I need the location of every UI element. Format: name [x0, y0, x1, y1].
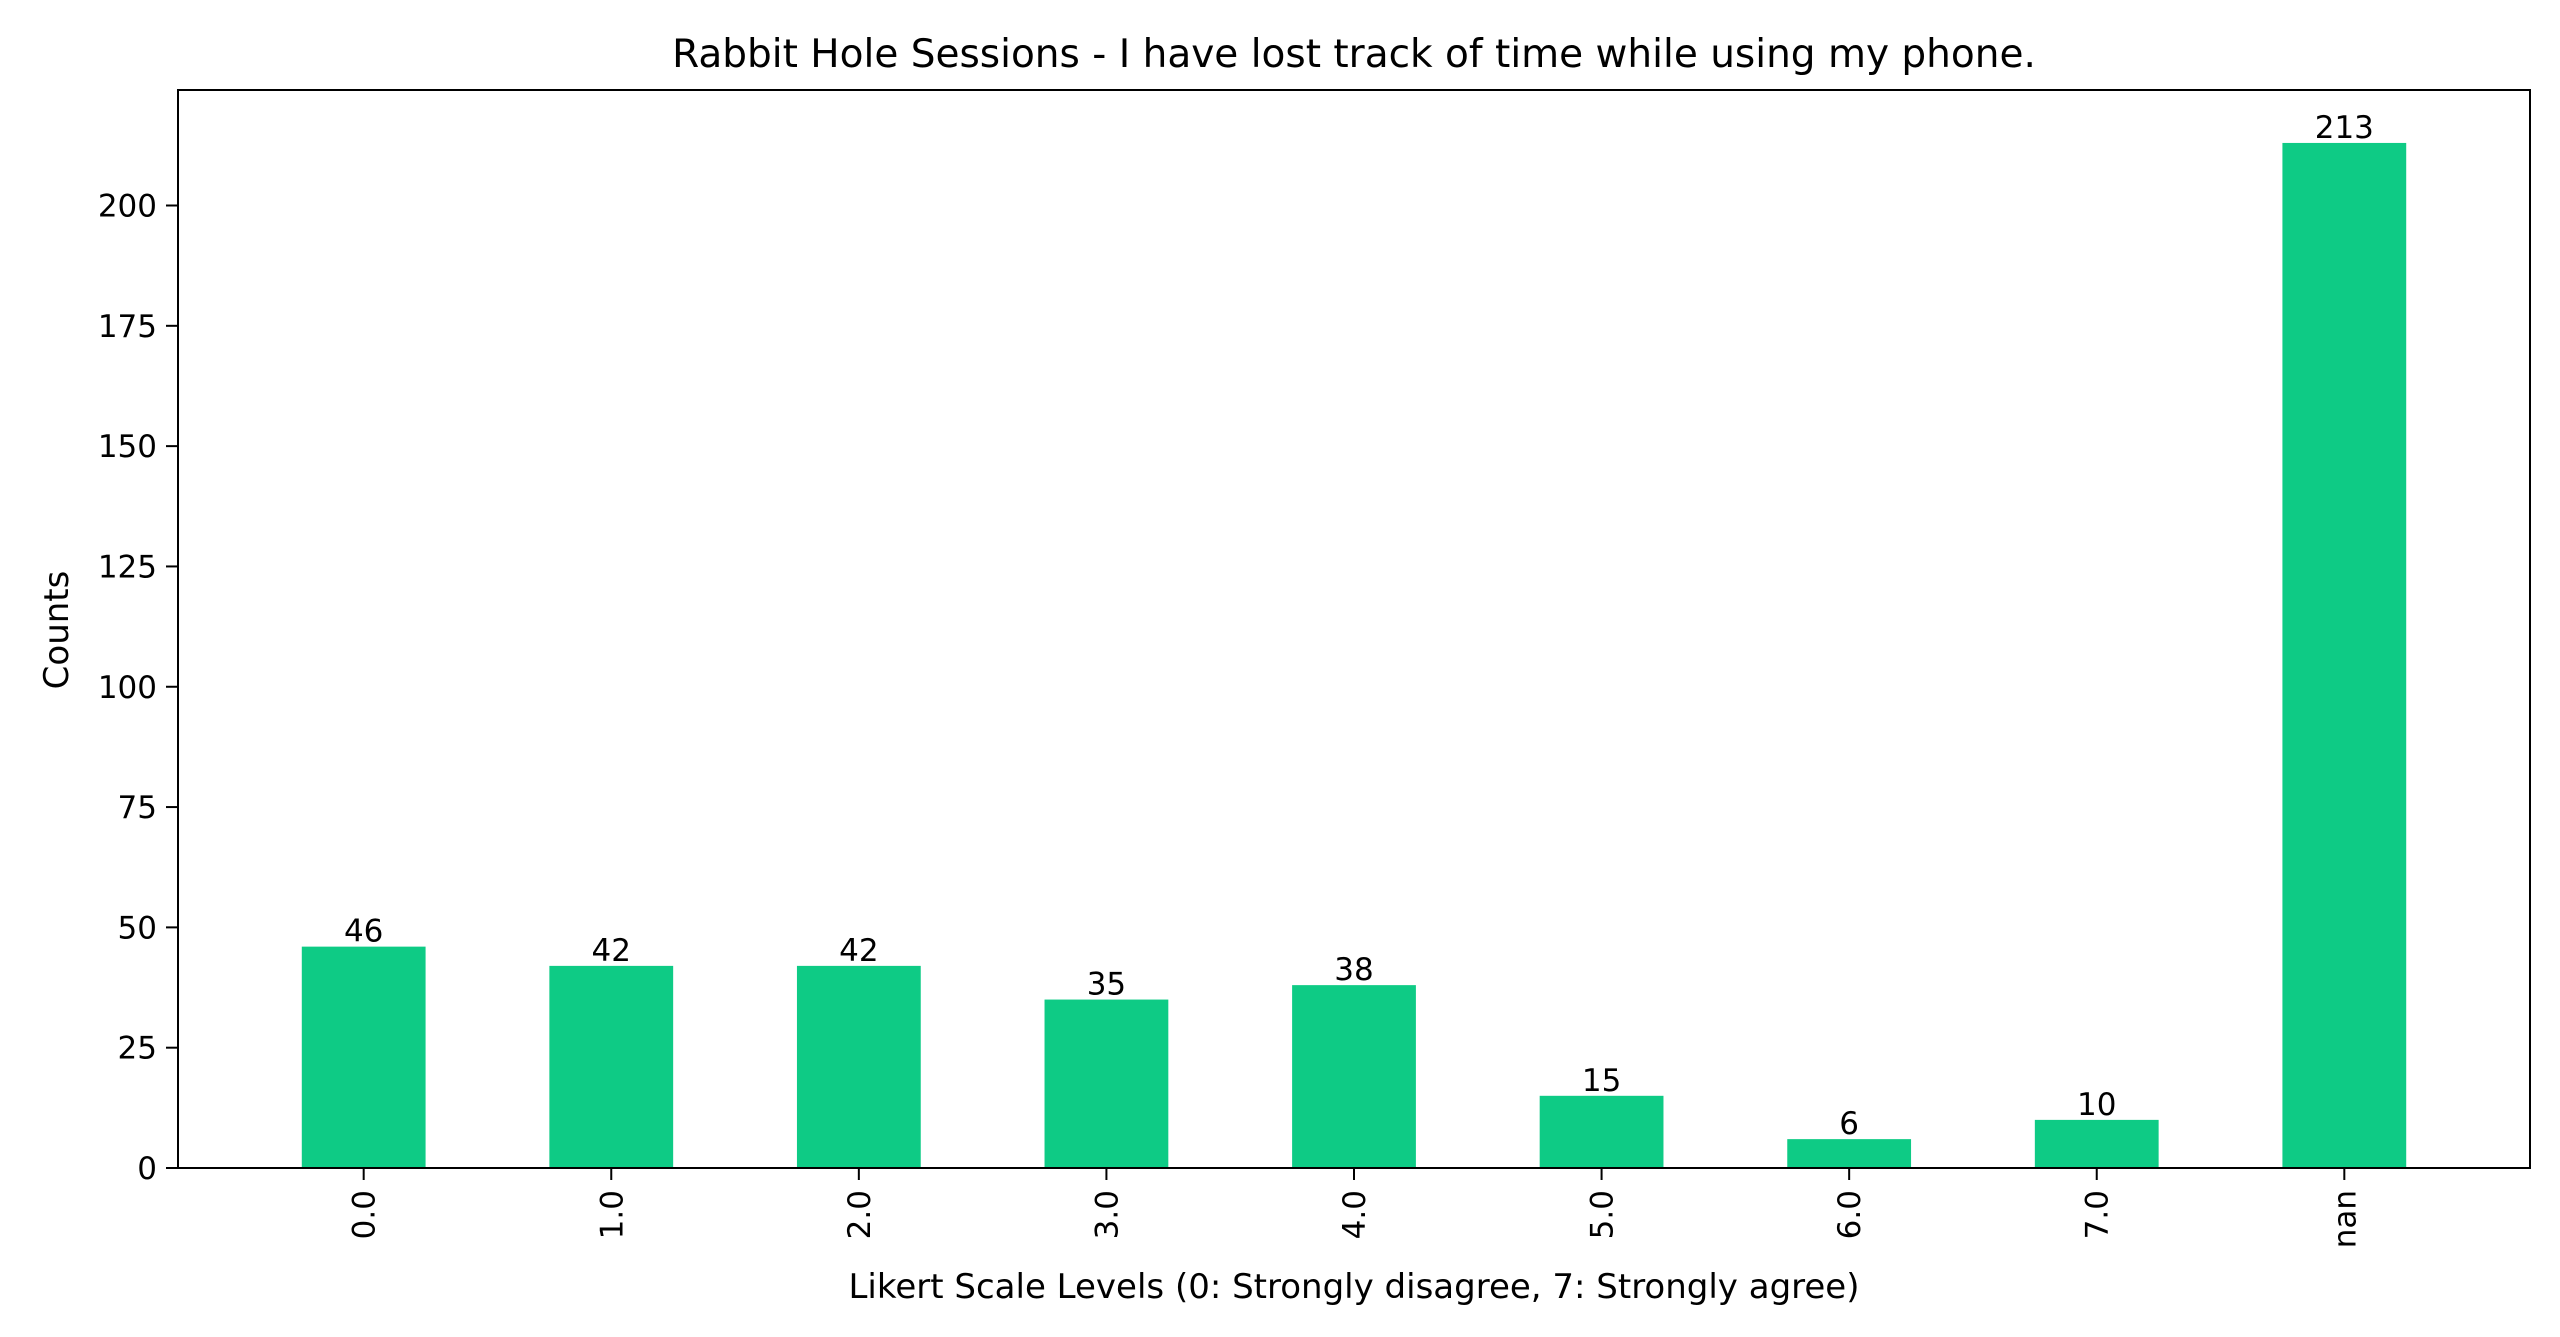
y-tick-label: 100	[98, 670, 157, 706]
chart-title: Rabbit Hole Sessions - I have lost track…	[672, 32, 2036, 77]
y-axis-label: Counts	[37, 571, 77, 690]
bar-1.0	[549, 965, 674, 1169]
y-tick-label: 125	[98, 549, 157, 585]
data-label: 15	[1582, 1063, 1621, 1099]
bar-3.0	[1044, 999, 1169, 1168]
plot-frame	[177, 89, 2531, 1169]
data-label: 6	[1839, 1106, 1859, 1142]
data-label: 213	[2315, 110, 2374, 146]
y-tick-label: 0	[137, 1151, 157, 1187]
x-tick-label: 7.0	[2080, 1190, 2116, 1239]
x-axis-label: Likert Scale Levels (0: Strongly disagre…	[848, 1267, 1859, 1307]
data-label: 10	[2077, 1087, 2116, 1123]
ticks-layer: 0.0 1.0 2.0 3.0 4.0 5.0 6.0 7.0 nan 0 25 50 75 100 125…	[98, 189, 2363, 1249]
bar-nan	[2282, 142, 2407, 1169]
data-label: 42	[839, 933, 878, 969]
bars-layer	[301, 142, 2407, 1169]
y-tick-label: 175	[98, 309, 157, 345]
x-tick-label: 5.0	[1585, 1190, 1621, 1239]
x-tick-label: 3.0	[1089, 1190, 1125, 1239]
x-tick-label: 2.0	[842, 1190, 878, 1239]
data-label: 38	[1334, 952, 1373, 988]
x-tick-label: 1.0	[594, 1190, 630, 1239]
bar-0.0	[301, 946, 426, 1169]
x-tick-label: nan	[2327, 1190, 2363, 1248]
bar-5.0	[1539, 1095, 1664, 1168]
x-tick-label: 4.0	[1337, 1190, 1373, 1239]
data-label: 42	[592, 933, 631, 969]
y-tick-label: 150	[98, 429, 157, 465]
bar-4.0	[1292, 985, 1416, 1169]
bar-2.0	[796, 965, 921, 1169]
x-tick-label: 0.0	[347, 1190, 383, 1239]
bar-7.0	[2034, 1119, 2159, 1169]
y-tick-label: 75	[118, 790, 157, 826]
bar-6.0	[1787, 1139, 1912, 1169]
data-label: 46	[344, 914, 383, 950]
data-label: 35	[1087, 967, 1126, 1003]
data-labels-layer: 46 42 42 35 38 15 6 10 213	[344, 110, 2374, 1142]
y-tick-label: 200	[98, 189, 157, 225]
x-tick-label: 6.0	[1832, 1190, 1868, 1239]
y-tick-label: 25	[118, 1031, 157, 1067]
y-tick-label: 50	[118, 910, 157, 946]
